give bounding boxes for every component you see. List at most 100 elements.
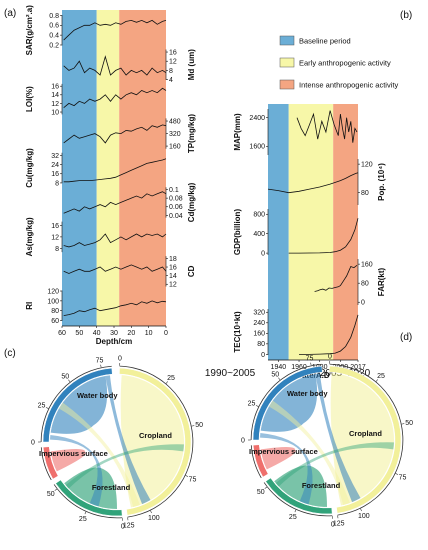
tick-label: 12 bbox=[169, 282, 177, 289]
tick-label: 0.04 bbox=[169, 213, 183, 220]
chord-c: 1990~20050255075100125025500255075Water … bbox=[31, 356, 256, 531]
chord-sector-impervious bbox=[42, 446, 59, 480]
tick-label: 240 bbox=[253, 320, 265, 327]
tick-label: 80 bbox=[257, 341, 265, 348]
period-band-baseline bbox=[268, 104, 289, 360]
ring-tick-label: 50 bbox=[195, 422, 203, 429]
panel-label-b: (b) bbox=[400, 10, 412, 21]
tick-label: 4 bbox=[169, 77, 173, 84]
ring-tick-mark bbox=[395, 473, 399, 475]
ring-tick-mark bbox=[100, 364, 102, 368]
legend-label-0: Baseline period bbox=[299, 37, 351, 46]
chord-sector-water bbox=[252, 365, 323, 441]
series-line-b-2 bbox=[288, 218, 359, 254]
tick-label: 8 bbox=[55, 180, 59, 187]
tick-label: 120 bbox=[361, 162, 373, 169]
legend-label-1: Early anthropogenic activity bbox=[299, 59, 391, 68]
ring-tick-label: 75 bbox=[306, 355, 314, 362]
tick-label: 16 bbox=[51, 171, 59, 178]
track-label: RI bbox=[25, 302, 34, 310]
chord-sector-cropland bbox=[329, 365, 402, 514]
tick-label: 32 bbox=[51, 153, 59, 160]
ring-tick-mark bbox=[264, 486, 268, 489]
tick-label: 80 bbox=[361, 281, 369, 288]
ring-tick-label: 50 bbox=[47, 491, 55, 498]
ring-tick-label: 125 bbox=[333, 521, 345, 528]
series-line-b-1 bbox=[267, 172, 359, 194]
panel-label-a: (a) bbox=[4, 8, 16, 19]
node-label-0: Water body bbox=[287, 389, 328, 398]
track-label: MAP(mm) bbox=[233, 113, 242, 151]
tick-label: 16 bbox=[51, 84, 59, 91]
tick-label: 2400 bbox=[249, 115, 265, 122]
tick-label: 24 bbox=[51, 162, 59, 169]
tick-label: 0 bbox=[261, 352, 265, 359]
ring-tick-mark bbox=[294, 509, 297, 513]
chord-ribbon-1 bbox=[274, 465, 327, 507]
node-label-3: Impervious surface bbox=[39, 449, 108, 458]
tick-label: 160 bbox=[361, 262, 373, 269]
tick-label: 160 bbox=[169, 143, 181, 150]
node-label-0: Water body bbox=[77, 391, 118, 400]
tick-label: 80 bbox=[51, 308, 59, 315]
ring-tick-mark bbox=[54, 488, 58, 491]
ring-tick-label: 25 bbox=[248, 401, 256, 408]
track-label: CD bbox=[187, 265, 196, 277]
ring-tick-label: 50 bbox=[257, 489, 265, 496]
chord-d: 2005~20200255075100125025500255075Water … bbox=[241, 354, 413, 529]
period-band-intense bbox=[119, 10, 166, 326]
x-tick-label: 50 bbox=[75, 330, 83, 337]
ring-tick-mark bbox=[360, 508, 362, 512]
tick-label: 60 bbox=[51, 318, 59, 325]
node-label-1: Cropland bbox=[349, 429, 382, 438]
tick-label: 0.2 bbox=[49, 42, 59, 49]
ring-tick-label: 0 bbox=[121, 523, 125, 530]
chord-title: 1990~2005 bbox=[205, 368, 256, 379]
x-tick-label: 0 bbox=[164, 330, 168, 337]
ring-tick-mark bbox=[278, 377, 281, 381]
track-label: TP(mg/kg) bbox=[187, 114, 196, 153]
ring-tick-mark bbox=[191, 425, 195, 427]
ring-tick-label: 0 bbox=[241, 438, 245, 445]
ring-tick-label: 25 bbox=[167, 375, 175, 382]
x-tick-label: 1960 bbox=[291, 364, 307, 371]
ring-tick-mark bbox=[150, 510, 152, 514]
chord-ribbon-6 bbox=[58, 402, 140, 508]
period-band-early bbox=[96, 10, 120, 326]
tick-label: 0.8 bbox=[49, 13, 59, 20]
x-tick-label: 2017 bbox=[350, 364, 366, 371]
tick-label: 480 bbox=[169, 118, 181, 125]
series-line-a-7 bbox=[63, 264, 167, 274]
chord-ribbon-6 bbox=[268, 400, 350, 506]
chord-ribbon-5 bbox=[260, 432, 313, 505]
tick-label: 12 bbox=[169, 59, 177, 66]
tick-label: 18 bbox=[169, 256, 177, 263]
chord-ribbon-3 bbox=[50, 376, 108, 434]
ring-tick-mark bbox=[310, 362, 312, 366]
legend-swatch-2 bbox=[279, 79, 295, 90]
series-line-a-5 bbox=[63, 191, 167, 214]
series-line-a-1 bbox=[63, 55, 167, 76]
tick-label: 12 bbox=[51, 101, 59, 108]
node-label-2: Forestland bbox=[302, 481, 341, 490]
track-label: Md (um) bbox=[187, 49, 196, 80]
chord-ribbon-2 bbox=[50, 448, 86, 472]
tick-label: 400 bbox=[253, 231, 265, 238]
track-label: SAR(g/cm².a) bbox=[25, 5, 34, 56]
ring-tick-label: 25 bbox=[79, 516, 87, 523]
ring-tick-label: 100 bbox=[358, 513, 370, 520]
series-line-b-3 bbox=[314, 264, 358, 292]
chord-ribbon-4 bbox=[315, 373, 361, 503]
chord-sector-forest bbox=[55, 479, 123, 517]
x-tick-label: 40 bbox=[93, 330, 101, 337]
ring-tick-label: 25 bbox=[377, 373, 385, 380]
chord-ribbon-2 bbox=[260, 446, 296, 470]
tick-label: 0 bbox=[261, 251, 265, 258]
tick-label: 12 bbox=[51, 234, 59, 241]
x-tick-label: 10 bbox=[145, 330, 153, 337]
ring-tick-mark bbox=[68, 379, 71, 383]
tick-label: 0.08 bbox=[169, 196, 183, 203]
chord-sector-impervious bbox=[252, 444, 269, 478]
